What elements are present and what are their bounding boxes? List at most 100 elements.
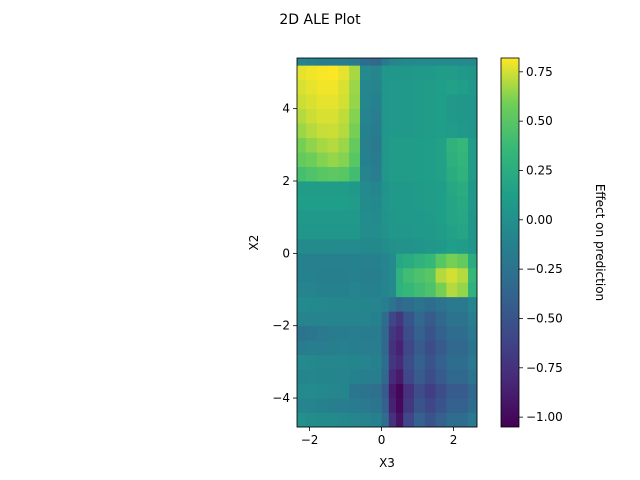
heatmap-cell (338, 94, 350, 110)
heatmap-cell (396, 108, 404, 124)
heatmap-cell (381, 354, 390, 370)
heatmap-cell (435, 398, 447, 413)
heatmap-cell (468, 152, 478, 167)
heatmap-cell (316, 412, 328, 428)
heatmap-cell (424, 296, 436, 312)
heatmap-cell (388, 412, 397, 428)
heatmap-cell (316, 311, 328, 327)
heatmap-cell (403, 412, 415, 428)
heatmap-cell (316, 267, 328, 283)
y-tick-label: −2 (272, 319, 290, 333)
heatmap-cell (446, 58, 458, 66)
heatmap-cell (349, 79, 361, 95)
heatmap-cell (381, 224, 390, 240)
heatmap-cell (338, 238, 350, 254)
heatmap-cell (338, 340, 350, 356)
heatmap-cell (360, 398, 372, 413)
heatmap-cell (327, 65, 339, 81)
heatmap-cell (414, 209, 426, 225)
colorbar-tick-label: −0.75 (526, 361, 563, 375)
heatmap-cell (360, 340, 372, 356)
heatmap-cell (468, 412, 478, 428)
heatmap-cell (446, 123, 458, 138)
heatmap-cell (388, 238, 397, 254)
heatmap-cell (435, 325, 447, 341)
heatmap-cell (424, 181, 436, 196)
heatmap-cell (403, 325, 415, 341)
heatmap-cell (306, 369, 318, 384)
heatmap-cell (316, 282, 328, 298)
heatmap-cell (446, 282, 458, 298)
heatmap-cell (424, 282, 436, 298)
heatmap-cell (338, 383, 350, 399)
heatmap-cell (457, 253, 469, 269)
heatmap-cell (297, 123, 307, 138)
heatmap-cell (468, 369, 478, 384)
heatmap-cell (446, 224, 458, 240)
heatmap-cell (338, 412, 350, 428)
heatmap-cell (468, 108, 478, 124)
heatmap-cell (424, 79, 436, 95)
heatmap-cell (327, 325, 339, 341)
heatmap-cell (338, 325, 350, 341)
heatmap-cell (424, 152, 436, 167)
heatmap-cell (349, 137, 361, 153)
heatmap-cell (327, 94, 339, 110)
heatmap-cell (306, 311, 318, 327)
heatmap-cell (370, 224, 382, 240)
heatmap-cell (457, 152, 469, 167)
heatmap-cell (457, 94, 469, 110)
heatmap-cell (306, 181, 318, 196)
heatmap-cell (457, 282, 469, 298)
heatmap-cell (414, 311, 426, 327)
heatmap-cell (349, 325, 361, 341)
heatmap-cell (457, 123, 469, 138)
heatmap-cell (360, 58, 372, 66)
heatmap-cell (388, 58, 397, 66)
heatmap-cell (360, 282, 372, 298)
heatmap-cell (297, 79, 307, 95)
heatmap-cell (297, 412, 307, 428)
heatmap-cell (306, 238, 318, 254)
heatmap-cell (327, 340, 339, 356)
heatmap-cells (297, 58, 478, 428)
heatmap-cell (360, 369, 372, 384)
heatmap-cell (388, 325, 397, 341)
heatmap-cell (297, 354, 307, 370)
heatmap-cell (381, 282, 390, 298)
heatmap-cell (414, 398, 426, 413)
heatmap-cell (435, 311, 447, 327)
heatmap-cell (360, 383, 372, 399)
heatmap-cell (435, 238, 447, 254)
heatmap-cell (414, 58, 426, 66)
heatmap-cell (360, 238, 372, 254)
heatmap-cell (468, 166, 478, 182)
heatmap-cell (468, 354, 478, 370)
heatmap-cell (370, 152, 382, 167)
heatmap-cell (306, 383, 318, 399)
heatmap-cell (435, 137, 447, 153)
heatmap-cell (316, 209, 328, 225)
heatmap-cell (446, 311, 458, 327)
heatmap-cell (327, 296, 339, 312)
heatmap-cell (297, 94, 307, 110)
heatmap-cell (388, 296, 397, 312)
heatmap-cell (435, 181, 447, 196)
heatmap-cell (435, 282, 447, 298)
heatmap-cell (370, 311, 382, 327)
heatmap-cell (446, 383, 458, 399)
heatmap-cell (388, 369, 397, 384)
heatmap-cell (468, 65, 478, 81)
heatmap-cell (457, 79, 469, 95)
heatmap-cell (414, 383, 426, 399)
heatmap-cell (468, 267, 478, 283)
heatmap-cell (381, 340, 390, 356)
heatmap-cell (338, 253, 350, 269)
heatmap-cell (360, 195, 372, 211)
heatmap-cell (468, 253, 478, 269)
heatmap-cell (457, 325, 469, 341)
heatmap-cell (316, 238, 328, 254)
heatmap-cell (396, 311, 404, 327)
heatmap-cell (396, 369, 404, 384)
heatmap-cell (457, 108, 469, 124)
